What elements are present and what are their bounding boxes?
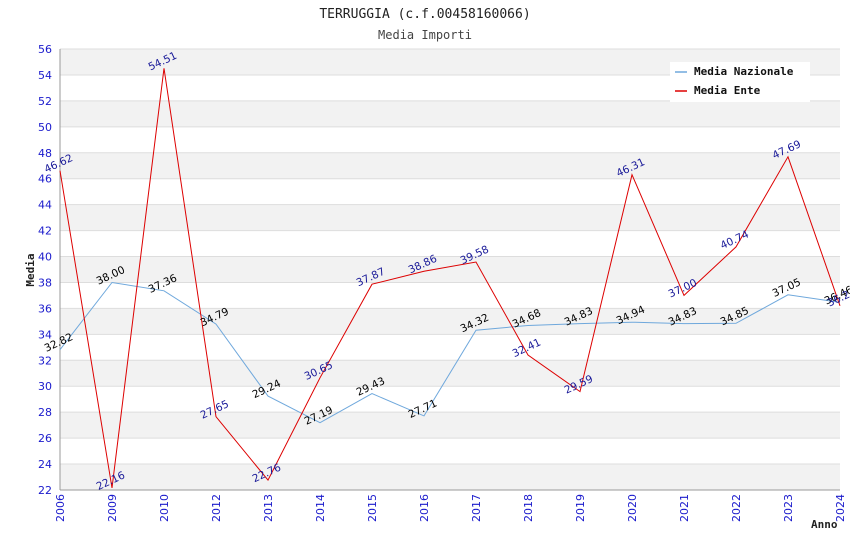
y-tick-labels: 22 24 26 28 30 32 34 36 38 40 42 44 46 48 50 52 54 56 xyxy=(38,43,52,497)
x-tick-label: 2017 xyxy=(470,494,483,522)
x-tick-label: 2015 xyxy=(366,494,379,522)
x-tick-label: 2010 xyxy=(158,494,171,522)
y-tick-label: 40 xyxy=(38,251,52,264)
grid-band xyxy=(60,256,840,283)
grid-band xyxy=(60,308,840,335)
y-tick-label: 42 xyxy=(38,225,52,238)
y-tick-label: 32 xyxy=(38,354,52,367)
x-tick-label: 2020 xyxy=(626,494,639,522)
chart-title: TERRUGGIA (c.f.00458160066) xyxy=(319,7,530,22)
y-tick-label: 30 xyxy=(38,380,52,393)
legend-box xyxy=(670,62,810,102)
x-tick-label: 2018 xyxy=(522,494,535,522)
x-tick-label: 2012 xyxy=(210,494,223,522)
grid-band xyxy=(60,412,840,439)
y-tick-label: 34 xyxy=(38,328,52,341)
data-label: 36.2 xyxy=(826,289,850,310)
y-tick-label: 36 xyxy=(38,302,52,315)
legend-label-media-nazionale: Media Nazionale xyxy=(694,65,794,78)
y-tick-label: 52 xyxy=(38,95,52,108)
x-tick-label: 2021 xyxy=(678,494,691,522)
data-label: 32.41 xyxy=(511,336,543,360)
x-tick-label: 2014 xyxy=(314,494,327,522)
y-tick-label: 44 xyxy=(38,199,52,212)
x-tick-label: 2022 xyxy=(730,494,743,522)
chart-subtitle: Media Importi xyxy=(378,28,472,42)
y-tick-label: 22 xyxy=(38,484,52,497)
y-tick-label: 24 xyxy=(38,458,52,471)
y-tick-label: 28 xyxy=(38,406,52,419)
y-axis-label: Media xyxy=(24,253,37,286)
y-tick-label: 48 xyxy=(38,147,52,160)
grid-bands xyxy=(60,49,840,490)
x-tick-label: 2023 xyxy=(782,494,795,522)
x-tick-label: 2016 xyxy=(418,494,431,522)
x-tick-label: 2019 xyxy=(574,494,587,522)
y-tick-label: 54 xyxy=(38,69,52,82)
x-tick-label: 2013 xyxy=(262,494,275,522)
y-tick-label: 38 xyxy=(38,276,52,289)
legend: Media Nazionale Media Ente xyxy=(670,62,810,102)
grid-band xyxy=(60,204,840,231)
y-tick-label: 50 xyxy=(38,121,52,134)
y-tick-label: 46 xyxy=(38,173,52,186)
grid-band xyxy=(60,152,840,179)
x-tick-label: 2009 xyxy=(106,494,119,522)
y-tick-label: 26 xyxy=(38,432,52,445)
x-tick-label: 2024 xyxy=(834,494,847,522)
x-tick-labels: 2006 2009 2010 2012 2013 2014 2015 2016 2017 2018… xyxy=(54,494,847,522)
series-line-1 xyxy=(59,68,841,488)
x-axis-label: Anno xyxy=(811,518,838,531)
series-line-0 xyxy=(59,281,841,424)
legend-label-media-ente: Media Ente xyxy=(694,84,761,97)
y-tick-label: 56 xyxy=(38,43,52,56)
grid-band xyxy=(60,464,840,490)
series-lines xyxy=(59,68,841,488)
grid-band xyxy=(60,100,840,127)
axes xyxy=(59,49,840,491)
x-tick-label: 2006 xyxy=(54,494,67,522)
